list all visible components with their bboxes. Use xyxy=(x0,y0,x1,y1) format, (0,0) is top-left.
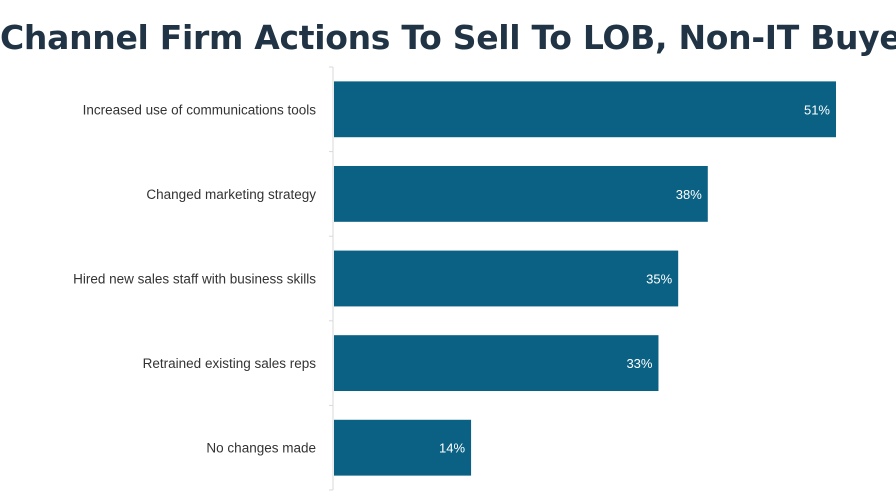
category-axis-ticks xyxy=(329,66,333,491)
bar xyxy=(334,81,836,138)
bar xyxy=(334,335,659,392)
chart-title: Channel Firm Actions To Sell To LOB, Non… xyxy=(0,18,896,57)
bar xyxy=(334,165,708,222)
bar xyxy=(334,250,679,307)
category-label: Hired new sales staff with business skil… xyxy=(73,272,316,287)
category-label: Retrained existing sales reps xyxy=(143,356,317,371)
category-labels: Increased use of communications tools Cha… xyxy=(73,102,316,455)
category-label: Changed marketing strategy xyxy=(146,187,316,202)
data-label: 51% xyxy=(804,102,830,117)
value-labels: 51% 38% 35% 33% 14% xyxy=(439,102,830,455)
data-label: 38% xyxy=(676,187,702,202)
data-label: 35% xyxy=(646,272,672,287)
category-label: No changes made xyxy=(206,441,316,456)
data-label: 14% xyxy=(439,441,465,456)
data-label: 33% xyxy=(626,356,652,371)
bars-group xyxy=(334,81,836,476)
category-label: Increased use of communications tools xyxy=(83,102,317,117)
bar xyxy=(334,419,472,476)
